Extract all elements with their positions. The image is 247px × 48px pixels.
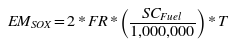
Text: $\mathit{EM}_{\mathit{SOX}} = 2 * \mathit{FR} * \left(\dfrac{\mathit{SC}_{\mathi: $\mathit{EM}_{\mathit{SOX}} = 2 * \mathi…: [7, 7, 229, 41]
